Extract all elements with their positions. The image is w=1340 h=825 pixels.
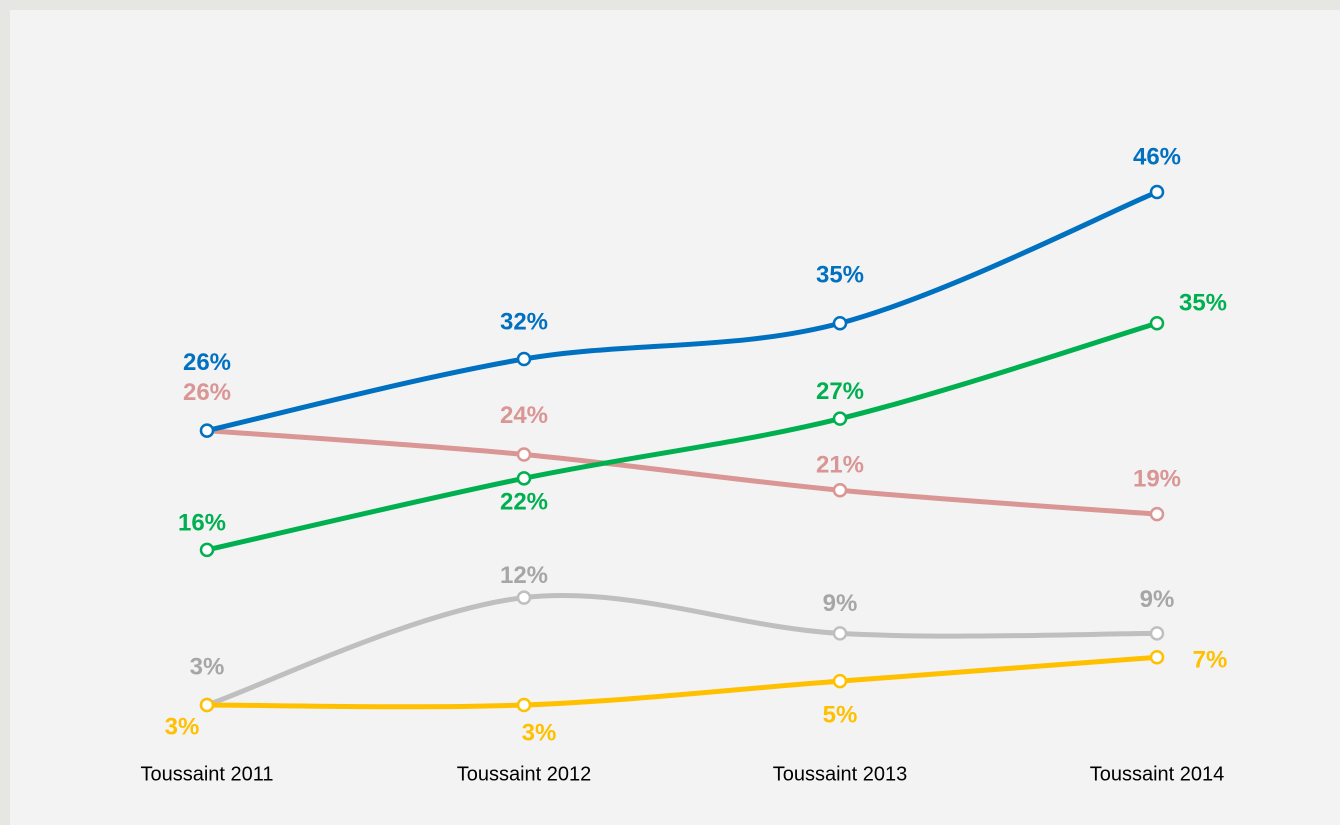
series-line — [204, 428, 1160, 517]
point-marker — [1149, 506, 1165, 522]
data-label: 22% — [500, 489, 548, 516]
point-marker — [516, 471, 532, 486]
series-line — [204, 593, 1160, 708]
point-marker — [832, 626, 848, 641]
point-marker — [199, 542, 215, 558]
x-tick-label: Toussaint 2013 — [773, 763, 908, 785]
data-label: 16% — [178, 509, 226, 536]
series-line — [204, 654, 1160, 710]
data-label: 3% — [522, 719, 557, 746]
point-marker — [516, 697, 532, 713]
data-label: 9% — [1140, 586, 1175, 613]
series-line — [204, 189, 1160, 434]
point-marker — [832, 411, 848, 426]
point-marker — [1149, 626, 1165, 641]
point-marker — [199, 423, 215, 438]
series-line — [204, 320, 1160, 553]
point-marker — [1149, 184, 1165, 200]
data-label: 35% — [816, 262, 864, 289]
data-label: 26% — [183, 349, 231, 376]
point-marker — [832, 483, 848, 498]
data-label: 35% — [1179, 290, 1227, 317]
x-tick-label: Toussaint 2012 — [457, 763, 592, 785]
point-marker — [516, 351, 532, 367]
data-label: 24% — [500, 402, 548, 429]
data-label: 32% — [500, 308, 548, 335]
point-marker — [516, 447, 532, 462]
x-tick-label: Toussaint 2011 — [140, 763, 273, 785]
data-label: 3% — [190, 653, 225, 680]
x-tick-label: Toussaint 2014 — [1090, 763, 1225, 785]
data-label: 3% — [165, 713, 200, 740]
point-marker — [1149, 315, 1165, 331]
point-marker — [832, 315, 848, 331]
point-marker — [1149, 650, 1165, 665]
data-label: 21% — [816, 452, 864, 479]
data-label: 19% — [1133, 465, 1181, 492]
data-label: 27% — [816, 378, 864, 405]
data-label: 26% — [183, 379, 231, 406]
data-label: 7% — [1193, 647, 1228, 674]
data-label: 9% — [823, 590, 858, 617]
plot-panel — [10, 10, 1340, 825]
point-marker — [832, 673, 848, 689]
point-marker — [199, 697, 215, 713]
data-label: 5% — [823, 701, 858, 728]
point-marker — [516, 590, 532, 605]
data-label: 46% — [1133, 143, 1181, 170]
data-label: 12% — [500, 562, 548, 589]
